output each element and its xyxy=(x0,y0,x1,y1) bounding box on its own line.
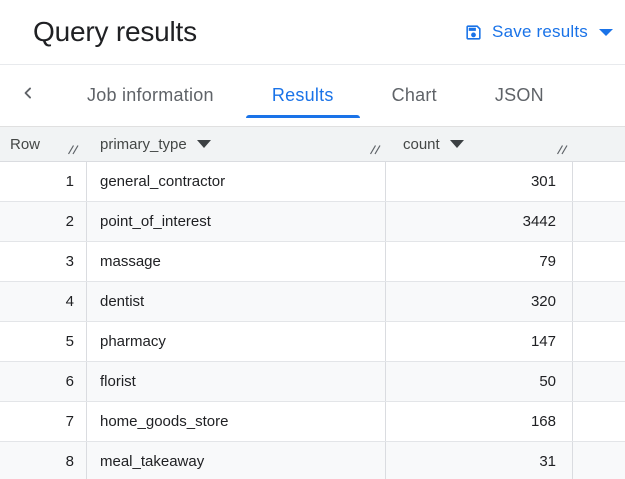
column-header-primary-type-label: primary_type xyxy=(100,135,187,153)
page-title: Query results xyxy=(33,16,197,47)
tab-job-information[interactable]: Job information xyxy=(61,65,240,126)
column-resize-handle[interactable] xyxy=(369,142,382,159)
table-header-row: Row primary_type count xyxy=(0,126,625,162)
cell-filler xyxy=(573,202,625,241)
tab-label: Results xyxy=(271,85,334,105)
cell-count: 3442 xyxy=(386,202,573,241)
tab-list: Job information Results Chart JSON xyxy=(61,65,570,126)
cell-primary-type: point_of_interest xyxy=(87,202,386,241)
cell-count: 147 xyxy=(386,322,573,361)
cell-filler xyxy=(573,442,625,479)
cell-filler xyxy=(573,282,625,321)
cell-count: 320 xyxy=(386,282,573,321)
cell-primary-type: massage xyxy=(87,242,386,281)
table-row[interactable]: 7 home_goods_store 168 xyxy=(0,402,625,442)
results-table: Row primary_type count xyxy=(0,126,625,479)
column-header-primary-type[interactable]: primary_type xyxy=(87,127,386,161)
save-results-label: Save results xyxy=(492,22,588,41)
cell-primary-type: general_contractor xyxy=(87,162,386,201)
query-results-titlebar: Query results Save results xyxy=(0,0,625,65)
column-resize-handle[interactable] xyxy=(556,142,569,159)
table-row[interactable]: 6 florist 50 xyxy=(0,362,625,402)
cell-filler xyxy=(573,402,625,441)
save-icon xyxy=(464,23,483,42)
caret-down-icon xyxy=(599,28,613,36)
tab-chart[interactable]: Chart xyxy=(366,65,463,126)
cell-row-number: 5 xyxy=(0,322,87,361)
cell-primary-type: meal_takeaway xyxy=(87,442,386,479)
chevron-left-icon xyxy=(18,83,38,108)
save-results-button[interactable]: Save results xyxy=(464,22,613,42)
cell-count: 50 xyxy=(386,362,573,401)
table-row[interactable]: 3 massage 79 xyxy=(0,242,625,282)
table-row[interactable]: 4 dentist 320 xyxy=(0,282,625,322)
cell-row-number: 2 xyxy=(0,202,87,241)
tab-json[interactable]: JSON xyxy=(469,65,570,126)
cell-filler xyxy=(573,322,625,361)
cell-filler xyxy=(573,162,625,201)
cell-row-number: 4 xyxy=(0,282,87,321)
cell-primary-type: dentist xyxy=(87,282,386,321)
scroll-tabs-left-button[interactable] xyxy=(16,65,40,126)
column-header-row-label: Row xyxy=(10,135,41,153)
column-menu-caret-icon[interactable] xyxy=(449,140,464,148)
column-resize-handle[interactable] xyxy=(67,142,80,159)
cell-filler xyxy=(573,242,625,281)
column-header-count[interactable]: count xyxy=(386,127,573,161)
column-header-filler xyxy=(573,127,625,161)
cell-count: 79 xyxy=(386,242,573,281)
cell-row-number: 6 xyxy=(0,362,87,401)
table-row[interactable]: 1 general_contractor 301 xyxy=(0,162,625,202)
table-row[interactable]: 5 pharmacy 147 xyxy=(0,322,625,362)
cell-count: 31 xyxy=(386,442,573,479)
tab-label: Job information xyxy=(87,85,214,105)
cell-primary-type: home_goods_store xyxy=(87,402,386,441)
tab-label: Chart xyxy=(391,85,437,105)
column-menu-caret-icon[interactable] xyxy=(196,140,211,148)
column-header-count-label: count xyxy=(403,135,440,153)
results-tabbar: Job information Results Chart JSON xyxy=(0,65,625,126)
cell-primary-type: florist xyxy=(87,362,386,401)
cell-count: 168 xyxy=(386,402,573,441)
cell-row-number: 1 xyxy=(0,162,87,201)
cell-row-number: 8 xyxy=(0,442,87,479)
table-row[interactable]: 8 meal_takeaway 31 xyxy=(0,442,625,479)
column-header-row: Row xyxy=(0,127,87,161)
cell-filler xyxy=(573,362,625,401)
table-body: 1 general_contractor 301 2 point_of_inte… xyxy=(0,162,625,479)
tab-label: JSON xyxy=(494,85,544,105)
table-row[interactable]: 2 point_of_interest 3442 xyxy=(0,202,625,242)
cell-row-number: 3 xyxy=(0,242,87,281)
cell-primary-type: pharmacy xyxy=(87,322,386,361)
tab-results[interactable]: Results xyxy=(245,65,360,126)
cell-row-number: 7 xyxy=(0,402,87,441)
cell-count: 301 xyxy=(386,162,573,201)
